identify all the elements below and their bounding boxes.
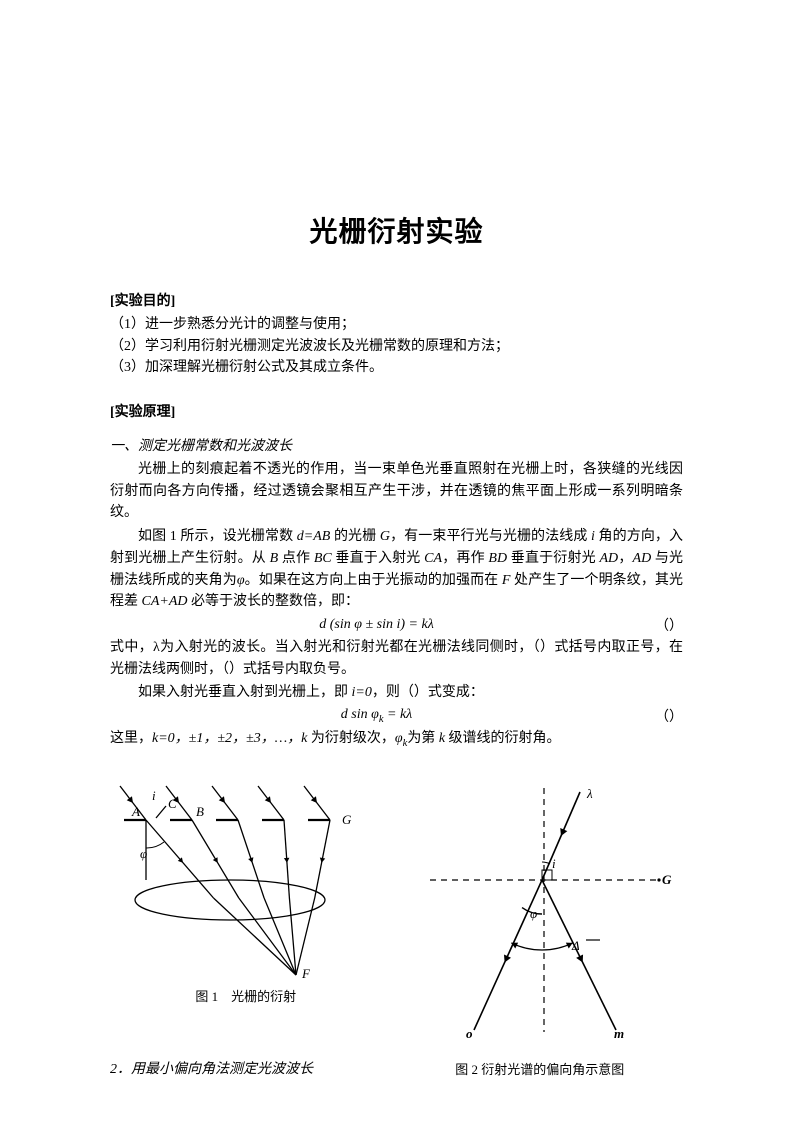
text: 必等于波长的整数倍，即： xyxy=(188,594,360,609)
text: ， xyxy=(618,551,632,566)
var-g: G xyxy=(380,529,390,544)
text: 点作 xyxy=(278,551,314,566)
var-phik: φk xyxy=(395,731,407,746)
figure-2-caption: 图 2 衍射光谱的偏向角示意图 xyxy=(397,1059,684,1078)
paragraph-1: 光栅上的刻痕起着不透光的作用，当一束单色光垂直照射在光栅上时，各狭缝的光线因衍射… xyxy=(110,459,683,524)
var-caad: CA+AD xyxy=(142,594,188,609)
svg-text:φ: φ xyxy=(140,846,147,861)
paragraph-3: 式中，λ为入射光的波长。当入射光和衍射光都在光栅法线同侧时，（）式括号内取正号，… xyxy=(110,637,683,680)
svg-text:C: C xyxy=(168,796,177,811)
text: 为衍射级次， xyxy=(307,731,395,746)
equation-1-row: d (sin φ ± sin i) = kλ （） xyxy=(110,615,683,635)
text: 这里， xyxy=(110,731,152,746)
var-b: B xyxy=(270,551,279,566)
text: ，再作 xyxy=(442,551,488,566)
objective-1: （1）进一步熟悉分光计的调整与使用； xyxy=(110,314,683,336)
text: 垂直于入射光 xyxy=(332,551,424,566)
text: 如果入射光垂直入射到光栅上，即 xyxy=(138,685,352,700)
objective-2: （2）学习利用衍射光栅测定光波波长及光栅常数的原理和方法； xyxy=(110,336,683,358)
text: ，则（）式变成： xyxy=(372,685,484,700)
var-i0: i=0 xyxy=(352,685,372,700)
svg-text:B: B xyxy=(196,804,204,819)
objectives-heading: [实验目的] xyxy=(110,290,683,310)
text: 。如果在这方向上由于光振动的加强而在 xyxy=(245,573,502,588)
paragraph-2: 如图 1 所示，设光栅常数 d=AB 的光栅 G，有一束平行光与光栅的法线成 i… xyxy=(110,526,683,613)
var-d-ab: d=AB xyxy=(297,529,331,544)
equation-2-row: d sin φk = kλ （） xyxy=(110,706,683,726)
svg-text:m: m xyxy=(614,1026,624,1040)
k-values: k=0，±1，±2，±3，…， xyxy=(152,731,301,746)
svg-text:G: G xyxy=(342,812,352,827)
svg-text:o: o xyxy=(466,1026,473,1040)
svg-text:i: i xyxy=(552,856,556,871)
var-phi: φ xyxy=(237,573,245,588)
figure-1-block: A C B G Fφ i 图 1 光栅的衍射 xyxy=(110,780,382,1005)
equation-1: d (sin φ ± sin i) = kλ xyxy=(110,617,643,633)
text: 如图 1 所示，设光栅常数 xyxy=(138,529,297,544)
paragraph-4: 如果入射光垂直入射到光栅上，即 i=0，则（）式变成： xyxy=(110,682,683,704)
text: 为第 xyxy=(407,731,439,746)
text: 垂直于衍射光 xyxy=(507,551,599,566)
svg-text:φ: φ xyxy=(530,906,537,921)
svg-text:F: F xyxy=(301,966,311,980)
text: 级谱线的衍射角。 xyxy=(445,731,561,746)
figure-2-block: λ Gi φ Δo m xyxy=(412,780,684,1040)
text: ，有一束平行光与光栅的法线成 xyxy=(390,529,591,544)
svg-text:λ: λ xyxy=(586,786,593,801)
equation-1-num: （） xyxy=(643,615,683,635)
var-ca: CA xyxy=(424,551,442,566)
subsection-2-heading: 2．用最小偏向角法测定光波波长 xyxy=(110,1058,397,1078)
text: 的光栅 xyxy=(330,529,380,544)
svg-text:A: A xyxy=(131,804,140,819)
figure-1-diagram: A C B G Fφ i xyxy=(110,780,370,980)
equation-2: d sin φk = kλ xyxy=(110,707,643,725)
figure-2-diagram: λ Gi φ Δo m xyxy=(412,780,672,1040)
svg-text:i: i xyxy=(152,788,156,803)
var-bc: BC xyxy=(314,551,332,566)
subsection-1-heading: 一、测定光栅常数和光波波长 xyxy=(110,435,683,455)
paragraph-5: 这里，k=0，±1，±2，±3，…，k 为衍射级次，φk为第 k 级谱线的衍射角… xyxy=(110,728,683,752)
var-ad2: AD xyxy=(633,551,652,566)
doc-title: 光栅衍射实验 xyxy=(110,210,683,250)
svg-text:Δ: Δ xyxy=(571,938,580,953)
objective-3: （3）加深理解光栅衍射公式及其成立条件。 xyxy=(110,357,683,379)
var-bd: BD xyxy=(488,551,507,566)
figure-1-caption: 图 1 光栅的衍射 xyxy=(110,986,382,1005)
principle-heading: [实验原理] xyxy=(110,401,683,421)
var-ad: AD xyxy=(600,551,619,566)
equation-2-num: （） xyxy=(643,706,683,726)
svg-text:G: G xyxy=(662,872,672,887)
